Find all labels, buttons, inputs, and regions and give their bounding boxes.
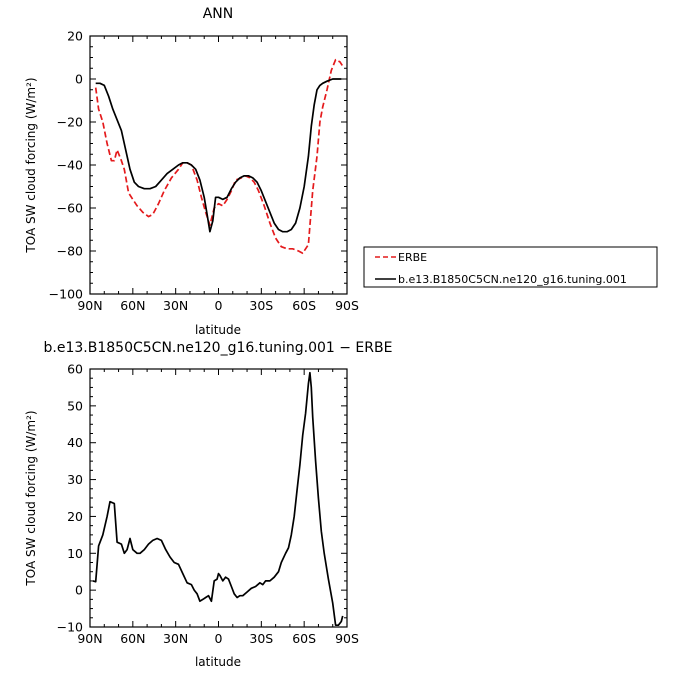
top-y-tick-label: −80	[57, 244, 83, 259]
bottom-y-tick-label: 20	[67, 509, 83, 524]
bottom-x-axis-label: latitude	[195, 655, 241, 669]
bottom-y-tick-label: −10	[57, 620, 83, 635]
bottom-x-tick-label: 90S	[335, 631, 359, 646]
top-x-tick-label: 90N	[77, 298, 102, 313]
bottom-x-tick-label: 90N	[77, 631, 102, 646]
top-plot-frame	[89, 35, 348, 295]
bottom-chart: b.e13.B1850C5CN.ne120_g16.tuning.001 − E…	[24, 340, 392, 669]
top-series-line-erbe	[94, 58, 344, 255]
top-y-tick-label: −100	[49, 287, 83, 302]
top-y-tick-label: −60	[57, 201, 83, 216]
legend-model-label: b.e13.B1850C5CN.ne120_g16.tuning.001	[398, 273, 627, 286]
top-chart-ticks: 90N 60N 30N 0 30S 60S 90S −100 −80 −60 −40 −20 0 20	[49, 29, 359, 314]
top-y-tick-label: 20	[67, 29, 83, 44]
bottom-x-tick-label: 30S	[249, 631, 273, 646]
top-x-tick-label: 90S	[335, 298, 359, 313]
bottom-x-tick-label: 60S	[292, 631, 316, 646]
bottom-x-tick-label: 0	[215, 631, 223, 646]
top-x-axis-label: latitude	[195, 323, 241, 337]
top-x-tick-label: 30N	[163, 298, 188, 313]
bottom-y-tick-label: 0	[75, 583, 83, 598]
legend-erbe-label: ERBE	[398, 251, 427, 264]
bottom-plot-frame	[89, 368, 348, 628]
top-chart: ANN TOA SW cloud forcing (W/m²) latitude…	[24, 6, 359, 337]
legend: ERBE b.e13.B1850C5CN.ne120_g16.tuning.00…	[363, 246, 658, 288]
top-chart-series	[94, 58, 344, 255]
top-y-tick-label: 0	[75, 72, 83, 87]
top-chart-title: ANN	[203, 6, 234, 22]
top-y-tick-label: −40	[57, 158, 83, 173]
bottom-chart-title: b.e13.B1850C5CN.ne120_g16.tuning.001 − E…	[44, 340, 393, 356]
bottom-y-tick-label: 50	[67, 398, 83, 413]
bottom-chart-ticks: 90N 60N 30N 0 30S 60S 90S −10 0 10 20 30 40 50 60	[57, 362, 359, 647]
legend-box	[363, 246, 658, 288]
bottom-chart-series	[92, 371, 344, 627]
bottom-x-tick-label: 60N	[120, 631, 145, 646]
top-x-tick-label: 60S	[292, 298, 316, 313]
bottom-x-tick-label: 30N	[163, 631, 188, 646]
bottom-y-axis-label: TOA SW cloud forcing (W/m²)	[24, 410, 38, 586]
top-x-tick-label: 30S	[249, 298, 273, 313]
bottom-series-line-0	[92, 371, 344, 627]
bottom-y-tick-label: 30	[67, 472, 83, 487]
top-y-axis-label: TOA SW cloud forcing (W/m²)	[24, 77, 38, 253]
top-series-line-b-e13-b1850c5cn-ne120-g16-tuning-001	[95, 78, 342, 233]
top-y-tick-label: −20	[57, 115, 83, 130]
top-x-tick-label: 60N	[120, 298, 145, 313]
bottom-y-tick-label: 40	[67, 435, 83, 450]
bottom-y-tick-label: 60	[67, 362, 83, 377]
top-x-tick-label: 0	[215, 298, 223, 313]
bottom-y-tick-label: 10	[67, 546, 83, 561]
